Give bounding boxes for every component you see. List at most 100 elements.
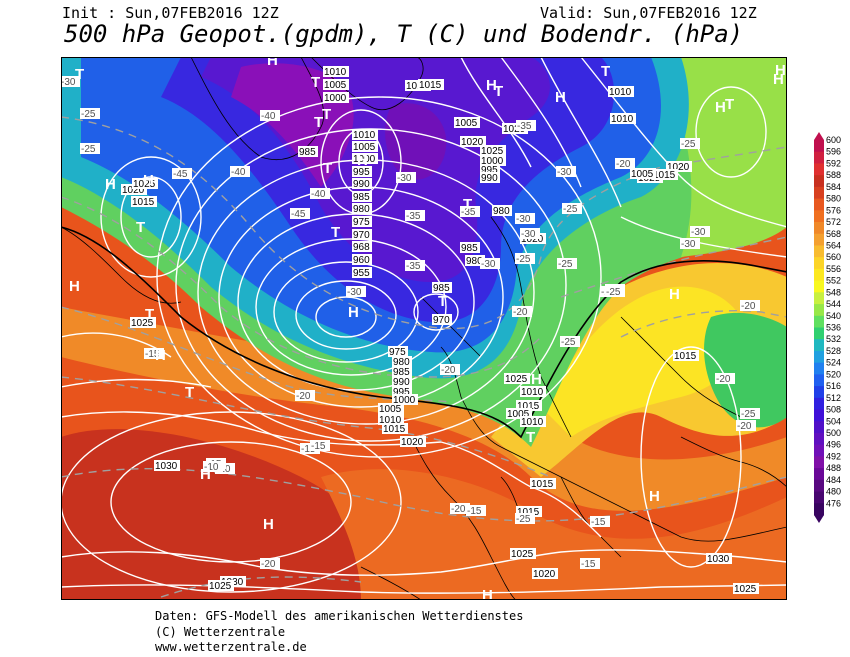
colorbar-swatch xyxy=(814,374,824,387)
high-pressure-center: H xyxy=(773,71,784,88)
low-pressure-center: T xyxy=(331,224,340,241)
colorbar-top-arrow xyxy=(814,132,824,140)
temperature-label: -15 xyxy=(467,506,482,517)
temperature-label: -30 xyxy=(481,259,496,270)
pressure-label: 980 xyxy=(353,204,370,215)
low-pressure-center: T xyxy=(526,429,535,446)
pressure-label-bg xyxy=(352,166,372,177)
temperature-label: -15 xyxy=(145,349,160,360)
pressure-label: 985 xyxy=(461,243,478,254)
pressure-label: 980 xyxy=(493,206,510,217)
colorbar-level-label: 524 xyxy=(826,358,841,368)
colorbar-swatch xyxy=(814,362,824,375)
colorbar-swatch xyxy=(814,198,824,211)
colorbar-swatch xyxy=(814,432,824,446)
colorbar-level-label: 488 xyxy=(826,463,841,473)
colorbar-swatch xyxy=(814,163,824,176)
temperature-label: -45 xyxy=(173,169,188,180)
pressure-label-bg xyxy=(352,203,372,214)
pressure-label-bg xyxy=(454,117,480,128)
temperature-label: -40 xyxy=(231,167,246,178)
temperature-label-bg xyxy=(557,258,577,269)
pressure-label-bg xyxy=(652,169,678,180)
temperature-label: -20 xyxy=(741,301,756,312)
pressure-label: 1020 xyxy=(533,569,556,580)
temperature-label: -30 xyxy=(347,287,362,298)
colorbar-level-label: 588 xyxy=(826,170,841,180)
low-pressure-center: T xyxy=(601,63,610,80)
temperature-label-bg xyxy=(560,336,580,347)
pressure-label: 1020 xyxy=(521,234,544,245)
temperature-label-bg xyxy=(680,238,700,249)
pressure-label: 1010 xyxy=(353,130,376,141)
colorbar-swatch xyxy=(814,456,824,469)
pressure-label-bg xyxy=(492,205,512,216)
colorbar-swatch xyxy=(814,479,824,493)
temperature-label-bg xyxy=(740,300,760,311)
colorbar-swatch xyxy=(814,233,824,246)
pressure-label: 1005 xyxy=(324,80,347,91)
temperature-label-bg xyxy=(480,258,500,269)
pressure-label-bg xyxy=(532,568,558,579)
temperature-label-bg xyxy=(580,558,600,569)
high-pressure-center: H xyxy=(200,466,211,483)
pressure-label-bg xyxy=(400,436,426,447)
temperature-label-bg xyxy=(172,168,192,179)
pressure-label: 1020 xyxy=(667,162,690,173)
temperature-label-bg xyxy=(515,213,535,224)
temperature-label: -25 xyxy=(516,254,531,265)
pressure-label-bg xyxy=(733,583,759,594)
high-pressure-center: H xyxy=(357,152,368,169)
colorbar-level-label: 536 xyxy=(826,323,841,333)
pressure-label-bg xyxy=(516,506,542,517)
colorbar-swatch xyxy=(814,210,824,223)
temperature-label-bg xyxy=(230,166,250,177)
colorbar-level-label: 600 xyxy=(826,135,841,145)
temperature-label-bg xyxy=(290,208,310,219)
low-pressure-center: T xyxy=(323,160,332,177)
colorbar-level-label: 556 xyxy=(826,264,841,274)
pressure-label-bg xyxy=(352,178,372,189)
temperature-label: -20 xyxy=(716,374,731,385)
temperature-label: -20 xyxy=(513,307,528,318)
pressure-label-bg xyxy=(121,184,147,195)
temperature-label: -30 xyxy=(691,227,706,238)
temperature-label: -25 xyxy=(606,287,621,298)
pressure-label-bg xyxy=(323,66,349,77)
colorbar-level-label: 540 xyxy=(826,311,841,321)
pressure-label-bg xyxy=(480,145,506,156)
pressure-label: 970 xyxy=(353,230,370,241)
temperature-label-bg xyxy=(346,286,366,297)
colorbar-swatch xyxy=(814,222,824,235)
low-pressure-center: T xyxy=(463,196,472,213)
pressure-label-bg xyxy=(460,136,486,147)
temperature-label: -25 xyxy=(81,144,96,155)
temperature-label: -20 xyxy=(261,559,276,570)
high-pressure-center: H xyxy=(531,371,542,388)
temperature-label: -35 xyxy=(461,207,476,218)
pressure-label-bg xyxy=(460,242,480,253)
pressure-label: 1010 xyxy=(611,114,634,125)
pressure-label-bg xyxy=(352,191,372,202)
coastlines xyxy=(61,57,787,600)
pressure-label-bg xyxy=(392,356,412,367)
pressure-label: 1030 xyxy=(707,554,730,565)
temperature-label: -15 xyxy=(581,559,596,570)
pressure-label: 1025 xyxy=(511,549,534,560)
pressure-label: 1015 xyxy=(531,479,554,490)
pressure-label: 1015 xyxy=(406,81,429,92)
colorbar-level-label: 528 xyxy=(826,346,841,356)
colorbar-level-label: 576 xyxy=(826,205,841,215)
colorbar-level-label: 492 xyxy=(826,451,841,461)
colorbar-swatch xyxy=(814,350,824,364)
weather-map: 1010 1005 1000 1015 985 1010 1005 1000 995 990 985… xyxy=(61,57,787,600)
temperature-label: -35 xyxy=(517,121,532,132)
pressure-label-bg xyxy=(480,155,506,166)
temperature-label-bg xyxy=(615,158,635,169)
pressure-label-bg xyxy=(465,255,485,266)
pressure-label: 1020 xyxy=(461,137,484,148)
pressure-label: 970 xyxy=(433,315,450,326)
pressure-label-bg xyxy=(392,376,412,387)
temperature-label-bg xyxy=(144,348,164,359)
temperature-label: -10 xyxy=(204,462,219,473)
